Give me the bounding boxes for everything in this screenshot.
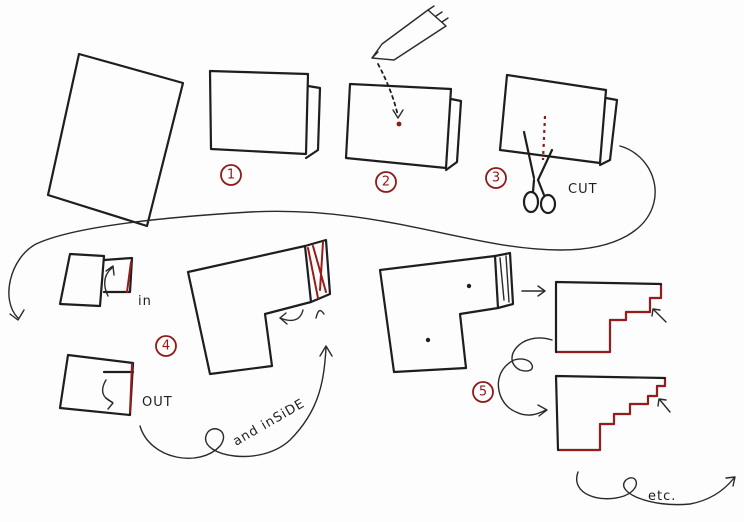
flow-arrow-3-to-4 [8,145,656,321]
step1-folded-paper [208,69,322,160]
svg-text:4: 4 [162,339,170,354]
step5-l-shape [378,251,515,374]
step5-result-shape-1 [554,280,667,354]
step-badge-5: 5 [472,381,494,403]
step2-folded-paper [344,63,463,172]
step4-fold-out [58,353,135,417]
arrow-to-result-1 [521,285,546,297]
out-label: OUT [142,395,173,410]
step-badge-1: 1 [220,164,242,186]
paper-sheet [46,52,185,228]
scissors-icon [522,130,557,215]
in-label: in [138,294,152,309]
svg-text:2: 2 [382,175,390,190]
step4-fold-in [58,252,134,308]
and-inside-label: and inSiDE [231,396,308,449]
step3-folded-paper [498,73,619,167]
svg-text:3: 3 [492,171,500,186]
svg-text:5: 5 [479,385,487,400]
etc-arrow [575,471,736,506]
step-badge-4: 4 [155,335,177,357]
mark-dot [396,121,402,127]
pencil-icon [371,5,449,61]
step5-result-shape-2 [554,374,671,452]
step5-loop-arrow [497,337,553,417]
step-badge-2: 2 [375,171,397,193]
step4-l-shape [186,238,332,376]
step-badge-3: 3 [485,167,507,189]
svg-text:1: 1 [227,168,235,183]
etc-label: etc. [648,489,676,504]
cut-label: CUT [568,182,598,197]
and-inside-arrow [139,345,333,459]
